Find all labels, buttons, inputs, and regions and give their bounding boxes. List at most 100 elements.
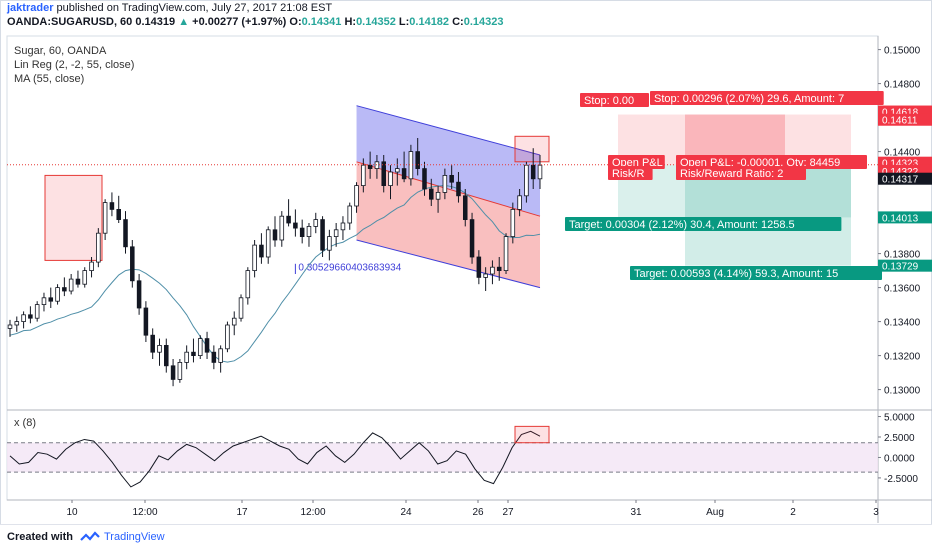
candle (68, 274, 74, 295)
tradingview-logo-icon (80, 531, 100, 541)
close-value: 0.14323 (463, 16, 504, 28)
candle-body (231, 317, 237, 326)
candle (299, 219, 305, 244)
candle (150, 328, 155, 359)
tradingview-brand[interactable]: TradingView (104, 531, 165, 543)
candle-body (136, 280, 142, 309)
published-text: published on TradingView.com, July 27, 2… (56, 2, 333, 14)
candle (89, 257, 94, 278)
candle (279, 211, 285, 247)
open-pl-label-2-bg (676, 155, 867, 169)
candle-body (102, 202, 108, 234)
price-badge-bg (878, 259, 932, 272)
rr-label-2-bg (676, 166, 806, 180)
candle-body (313, 219, 319, 227)
candle-body (143, 307, 149, 336)
open-pl-label-1-bg (608, 155, 665, 169)
candle-body (41, 297, 47, 305)
highlight-box-right (514, 135, 550, 163)
candle (272, 216, 278, 247)
change-value: +0.00277 (+1.97%) (192, 16, 287, 28)
candle-body (476, 256, 482, 278)
price-axis-label: 0.13000 (884, 386, 921, 397)
target-label-1: Target: 0.00304 (2.12%) 30.4, Amount: 12… (565, 217, 842, 231)
candle (367, 151, 373, 179)
price-axis-label: 0.15000 (884, 46, 921, 57)
footer: Created with TradingView (0, 524, 932, 551)
candle (381, 155, 386, 193)
open-value: 0.14341 (301, 16, 342, 28)
oscillator-band (7, 442, 878, 473)
candle-body (34, 304, 40, 319)
time-axis-label: 31 (630, 507, 642, 518)
candle-body (333, 229, 339, 238)
oscillator-axis-label: 2.5000 (884, 433, 915, 444)
candle-body (415, 151, 420, 170)
candle-body (279, 215, 285, 241)
target-label-1-bg (565, 217, 842, 231)
legend-ma[interactable]: MA (55, close) (14, 73, 85, 85)
time-axis-label: 17 (236, 507, 248, 518)
candle (503, 233, 509, 274)
candle (184, 345, 189, 370)
candle (496, 257, 502, 281)
symbol-header: OANDA:SUGARUSD, 60 0.14319 ▲ +0.00277 (+… (7, 16, 503, 28)
candle-body (347, 205, 353, 224)
highlight-box-left (44, 174, 103, 261)
candle (21, 311, 26, 329)
candle (265, 226, 271, 264)
candle-body (238, 297, 244, 319)
candle (14, 316, 20, 332)
candle-body (130, 246, 135, 282)
author-link[interactable]: jaktrader (7, 2, 54, 14)
candle-body (537, 164, 543, 180)
candle (469, 212, 475, 264)
candle (231, 311, 237, 336)
target-label-1-text: Target: 0.00304 (2.12%) 30.4, Amount: 12… (569, 219, 795, 231)
candle (530, 148, 536, 189)
candle (34, 301, 40, 322)
candle-body (184, 351, 189, 363)
candle-body (28, 314, 33, 319)
price-badge: 0.14317 (878, 172, 932, 186)
candle-body (456, 181, 461, 197)
target-zone-2 (685, 164, 851, 266)
oscillator-title: x (8) (14, 417, 36, 429)
candle-body (218, 348, 223, 363)
time-axis-label: 12:00 (132, 507, 157, 518)
candle-body (340, 222, 346, 231)
time-axis-label: 24 (400, 507, 412, 518)
candle-body (374, 161, 380, 170)
legend-linreg[interactable]: Lin Reg (2, -2, 55, close) (14, 59, 135, 71)
candle (96, 228, 101, 268)
candle (41, 292, 47, 312)
candle-body (361, 164, 366, 186)
candle-body (469, 219, 475, 258)
candle (442, 168, 448, 200)
candle (415, 138, 420, 176)
oscillator-axis-label: 0.0000 (884, 453, 915, 464)
symbol-line: OANDA:SUGARUSD, 60 (7, 16, 133, 28)
candle-body (252, 244, 257, 272)
price-axis-label: 0.13400 (884, 318, 921, 329)
candle (238, 294, 244, 322)
candle (476, 250, 482, 285)
time-axis-label: 10 (66, 507, 78, 518)
created-with-label: Created with (7, 531, 74, 543)
candle-body (530, 164, 536, 180)
candle-body (422, 168, 427, 190)
price-badge-bg (878, 211, 932, 224)
candle-body (272, 229, 278, 241)
channel-upper-fill (356, 105, 540, 217)
legend-symbol[interactable]: Sugar, 60, OANDA (14, 45, 107, 57)
candles (7, 138, 543, 387)
candle (7, 319, 13, 337)
candle-body (123, 219, 128, 248)
price-badge-text: 0.14618 (882, 108, 919, 119)
candle-body (367, 164, 373, 169)
time-axis-label: 26 (472, 507, 484, 518)
publish-header: jaktrader published on TradingView.com, … (7, 2, 332, 14)
current-price: 0.14319 (135, 16, 176, 28)
candle-body (286, 215, 291, 224)
